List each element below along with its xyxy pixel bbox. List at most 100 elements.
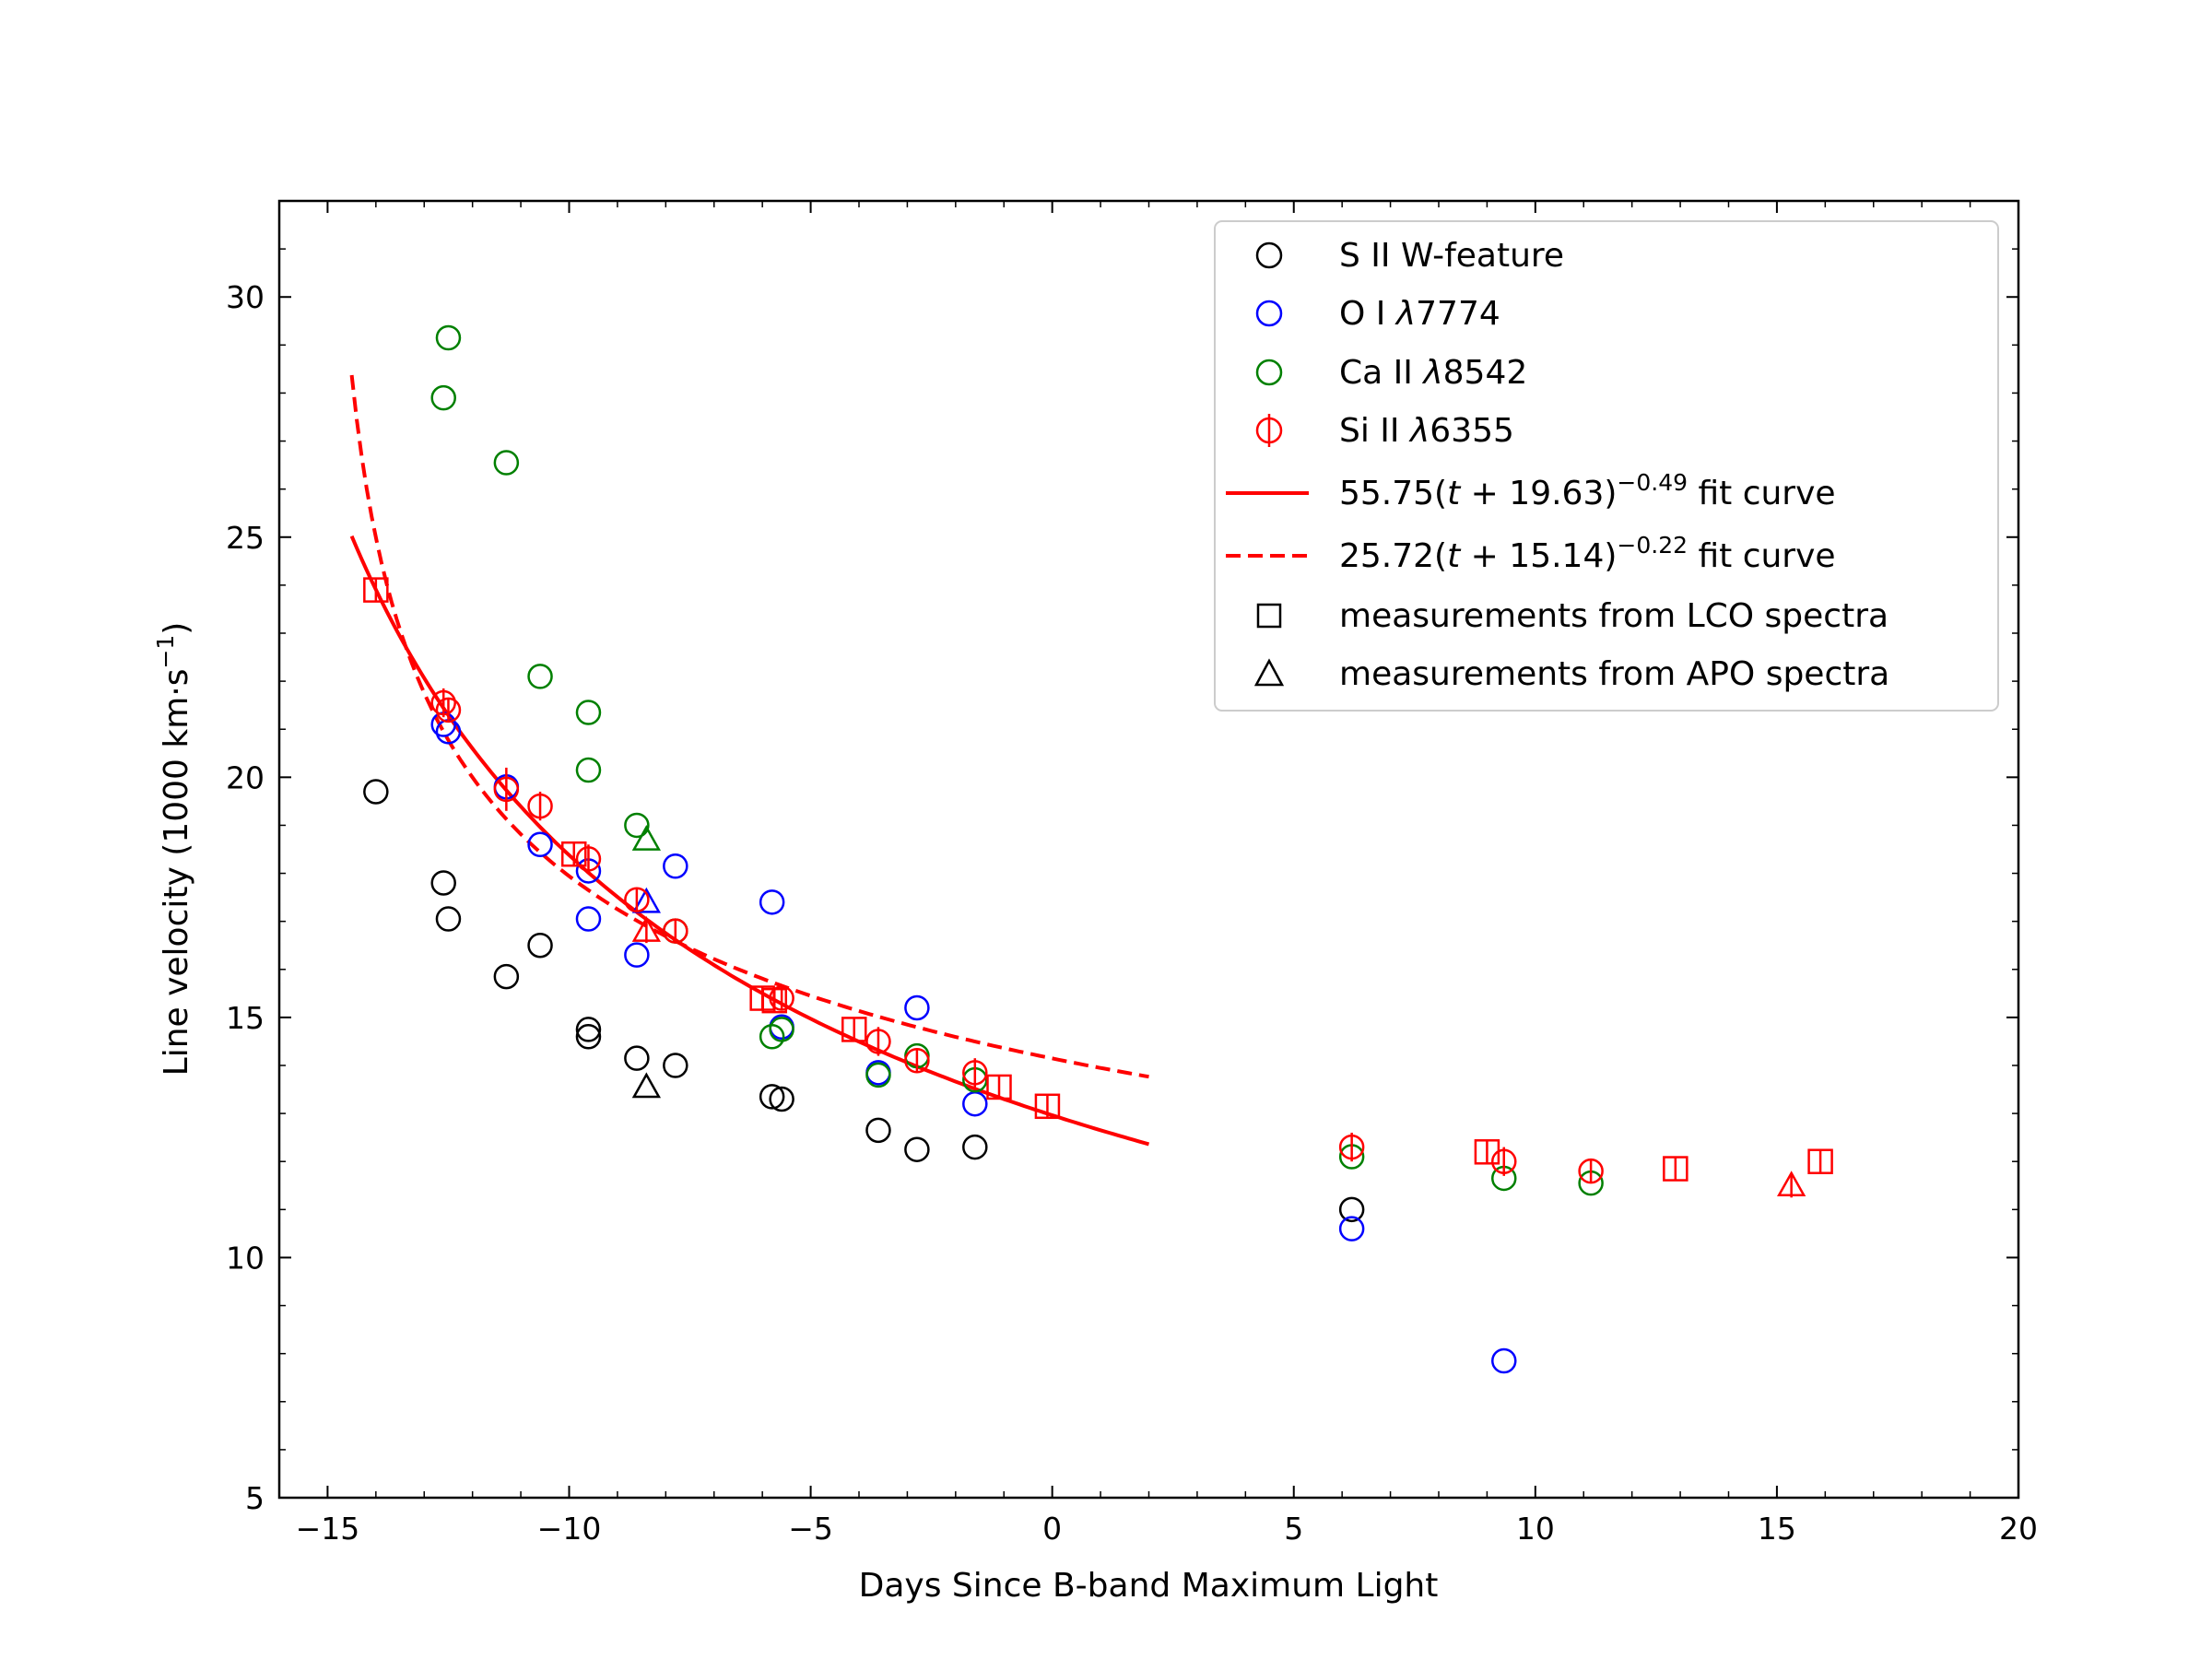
axis-ticks: −15 −10 −5 0 5 10 15 20 5 10 15 20 25 30	[226, 200, 2038, 1547]
data-point-circle	[624, 942, 650, 968]
y-axis-label-exponent: −1	[152, 635, 179, 669]
data-point-circle	[624, 887, 650, 912]
data-point-circle	[575, 1017, 602, 1042]
legend-frame	[1214, 220, 1999, 712]
data-point-circle	[527, 664, 553, 689]
legend-label-o1: O I λ7774	[1339, 295, 1500, 333]
legend-label-fit2: 25.72(t + 15.14)−0.22 fit curve	[1339, 532, 1836, 575]
legend-label-apo: measurements from APO spectra	[1339, 655, 1889, 693]
data-point-square	[1474, 1139, 1500, 1165]
legend-label-fit1: 55.75(t + 19.63)−0.49 fit curve	[1339, 469, 1836, 512]
data-point-circle	[624, 1045, 650, 1071]
data-point-circle	[663, 1053, 688, 1078]
y-tick-label: 25	[226, 520, 265, 556]
data-point-circle	[1338, 1196, 1365, 1223]
data-point-circle	[624, 812, 650, 839]
legend-entry-si2: Si II λ6355	[1255, 412, 1514, 450]
data-point-circle	[1338, 1134, 1365, 1160]
data-point-square	[1034, 1093, 1061, 1120]
data-point-square	[363, 577, 389, 603]
data-point-circle	[904, 1136, 930, 1162]
data-point-circle	[904, 1048, 930, 1074]
data-point-circle	[663, 853, 688, 879]
legend-label-lco: measurements from LCO spectra	[1339, 597, 1888, 635]
data-point-circle	[575, 906, 602, 932]
data-point-square	[841, 1017, 867, 1042]
y-tick-label: 20	[226, 759, 265, 795]
data-point-triangle	[631, 1072, 662, 1099]
data-point-circle	[769, 1017, 794, 1042]
x-tick-label: −5	[788, 1511, 833, 1547]
legend-entry-lco: measurements from LCO spectra	[1256, 597, 1888, 635]
legend-marker-square-black	[1256, 603, 1282, 629]
data-point-circle	[865, 1062, 891, 1088]
data-point-circle	[575, 700, 602, 725]
data-point-circle	[1338, 1216, 1365, 1241]
data-point-circle	[430, 870, 456, 896]
data-point-circle	[527, 793, 553, 819]
data-point-circle	[493, 776, 520, 803]
legend-entry-o1: O I λ7774	[1255, 295, 1500, 333]
data-point-circle	[430, 384, 456, 411]
data-point-square	[761, 987, 788, 1014]
data-point-triangle	[631, 825, 662, 851]
legend-label-s2: S II W-feature	[1339, 237, 1564, 275]
legend-label-si2: Si II λ6355	[1339, 412, 1514, 450]
legend: S II W-feature O I λ7774 Ca II λ8542 Si …	[1214, 220, 1999, 712]
x-tick-label: 5	[1284, 1511, 1303, 1547]
data-point-circle	[663, 918, 688, 944]
data-point-circle	[435, 324, 462, 351]
legend-marker-circle-blue	[1255, 300, 1283, 327]
data-point-circle	[493, 963, 520, 990]
data-point-circle	[865, 1117, 891, 1144]
data-point-circle	[1491, 1347, 1517, 1374]
legend-marker-triangle-black	[1253, 658, 1285, 687]
data-point-circle	[575, 846, 602, 872]
data-point-circle	[493, 450, 520, 476]
legend-marker-circle-black	[1255, 241, 1283, 269]
y-tick-label: 15	[226, 1000, 265, 1036]
data-point-circle	[527, 831, 553, 858]
legend-entry-s2: S II W-feature	[1255, 237, 1564, 275]
legend-marker-circle-green	[1255, 359, 1283, 386]
x-tick-label: −15	[296, 1511, 360, 1547]
legend-marker-circle-red	[1255, 417, 1283, 444]
data-point-square	[986, 1074, 1012, 1100]
x-tick-label: 20	[1999, 1511, 2038, 1547]
data-point-square	[1807, 1148, 1833, 1174]
y-tick-label: 30	[226, 279, 265, 315]
y-axis-label: Line velocity (1000 km·s−1)	[152, 622, 195, 1077]
data-point-circle	[430, 689, 456, 716]
data-point-circle	[1491, 1148, 1517, 1174]
y-axis-label-main: Line velocity (1000 km·s	[158, 669, 195, 1077]
fit-curve-dashed	[349, 374, 1149, 1079]
data-point-square	[1663, 1156, 1688, 1182]
legend-label-ca2: Ca II λ8542	[1339, 354, 1527, 392]
data-point-circle	[962, 1134, 988, 1160]
y-tick-label: 5	[245, 1480, 265, 1516]
data-point-circle	[904, 994, 930, 1021]
data-point-circle	[769, 985, 794, 1011]
data-point-circle	[962, 1060, 988, 1086]
x-tick-label: 15	[1758, 1511, 1796, 1547]
x-axis-label: Days Since B-band Maximum Light	[859, 1567, 1439, 1605]
x-tick-label: −10	[537, 1511, 602, 1547]
data-point-circle	[575, 757, 602, 783]
data-point-circle	[759, 889, 785, 915]
y-tick-label: 10	[226, 1240, 265, 1276]
data-point-circle	[575, 1023, 602, 1050]
data-point-circle	[363, 779, 389, 805]
x-tick-label: 10	[1516, 1511, 1555, 1547]
data-point-triangle	[631, 916, 662, 942]
y-axis-label-close: )	[158, 622, 195, 635]
legend-entry-ca2: Ca II λ8542	[1255, 354, 1527, 392]
x-tick-label: 0	[1042, 1511, 1062, 1547]
legend-entry-fit2: 25.72(t + 15.14)−0.22 fit curve	[1226, 532, 1836, 575]
data-point-triangle	[631, 887, 662, 913]
data-point-circle	[527, 932, 553, 959]
data-point-circle	[1578, 1158, 1604, 1184]
data-point-circle	[435, 906, 462, 932]
data-point-circle	[435, 697, 462, 724]
data-point-circle	[769, 1086, 794, 1112]
